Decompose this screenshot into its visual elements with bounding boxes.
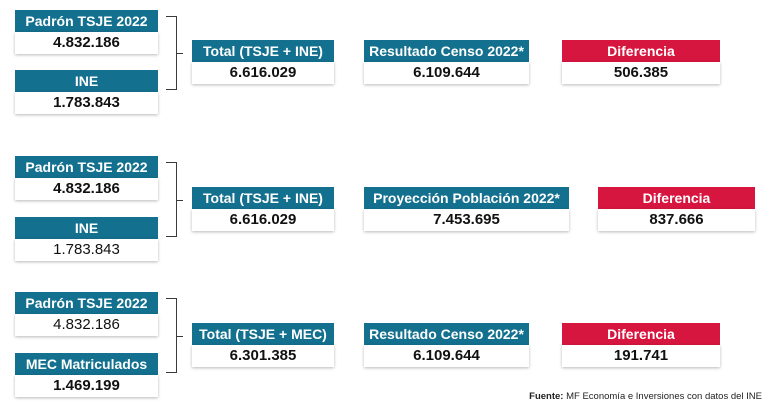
row2-ine-box: INE 1.783.843 bbox=[15, 217, 158, 261]
row2-total-value: 6.616.029 bbox=[192, 209, 334, 231]
row2-compare-box: Proyección Población 2022* 7.453.695 bbox=[364, 187, 569, 231]
row3-mec-box: MEC Matriculados 1.469.199 bbox=[15, 353, 158, 397]
row1-difference-label: Diferencia bbox=[562, 40, 720, 62]
row3-mec-label: MEC Matriculados bbox=[15, 353, 158, 375]
row3-compare-value: 6.109.644 bbox=[364, 345, 529, 367]
row1-difference-value: 506.385 bbox=[562, 62, 720, 84]
row2-padron-value: 4.832.186 bbox=[15, 178, 158, 200]
row3-padron-value: 4.832.186 bbox=[15, 314, 158, 336]
row1-padron-value: 4.832.186 bbox=[15, 32, 158, 54]
row2-padron-label: Padrón TSJE 2022 bbox=[15, 156, 158, 178]
row2-difference-box: Diferencia 837.666 bbox=[598, 187, 755, 231]
row3-compare-box: Resultado Censo 2022* 6.109.644 bbox=[364, 323, 529, 367]
row3-mec-value: 1.469.199 bbox=[15, 375, 158, 397]
row1-ine-box: INE 1.783.843 bbox=[15, 70, 158, 114]
row1-compare-label: Resultado Censo 2022* bbox=[364, 40, 529, 62]
row2-total-box: Total (TSJE + INE) 6.616.029 bbox=[192, 187, 334, 231]
row1-brace bbox=[166, 16, 183, 90]
row2-compare-value: 7.453.695 bbox=[364, 209, 569, 231]
row1-compare-box: Resultado Censo 2022* 6.109.644 bbox=[364, 40, 529, 84]
row3-total-box: Total (TSJE + MEC) 6.301.385 bbox=[192, 323, 334, 367]
source-text: MF Economía e Inversiones con datos del … bbox=[563, 391, 762, 402]
row2-total-label: Total (TSJE + INE) bbox=[192, 187, 334, 209]
row3-difference-box: Diferencia 191.741 bbox=[562, 323, 720, 367]
row2-padron-box: Padrón TSJE 2022 4.832.186 bbox=[15, 156, 158, 200]
row1-ine-label: INE bbox=[15, 70, 158, 92]
source-prefix: Fuente: bbox=[529, 391, 564, 402]
row3-padron-label: Padrón TSJE 2022 bbox=[15, 292, 158, 314]
row3-total-value: 6.301.385 bbox=[192, 345, 334, 367]
row1-padron-label: Padrón TSJE 2022 bbox=[15, 10, 158, 32]
row2-ine-value: 1.783.843 bbox=[15, 239, 158, 261]
row3-difference-value: 191.741 bbox=[562, 345, 720, 367]
row2-brace bbox=[166, 162, 183, 237]
row1-difference-box: Diferencia 506.385 bbox=[562, 40, 720, 84]
row3-compare-label: Resultado Censo 2022* bbox=[364, 323, 529, 345]
row1-compare-value: 6.109.644 bbox=[364, 62, 529, 84]
row3-brace bbox=[166, 298, 183, 373]
row2-difference-label: Diferencia bbox=[598, 187, 755, 209]
row3-padron-box: Padrón TSJE 2022 4.832.186 bbox=[15, 292, 158, 336]
row1-total-value: 6.616.029 bbox=[192, 62, 334, 84]
row2-difference-value: 837.666 bbox=[598, 209, 755, 231]
row2-ine-label: INE bbox=[15, 217, 158, 239]
row1-padron-box: Padrón TSJE 2022 4.832.186 bbox=[15, 10, 158, 54]
row2-compare-label: Proyección Población 2022* bbox=[364, 187, 569, 209]
row3-difference-label: Diferencia bbox=[562, 323, 720, 345]
source-note: Fuente: MF Economía e Inversiones con da… bbox=[529, 391, 762, 402]
row1-total-label: Total (TSJE + INE) bbox=[192, 40, 334, 62]
row1-ine-value: 1.783.843 bbox=[15, 92, 158, 114]
row1-total-box: Total (TSJE + INE) 6.616.029 bbox=[192, 40, 334, 84]
row3-total-label: Total (TSJE + MEC) bbox=[192, 323, 334, 345]
